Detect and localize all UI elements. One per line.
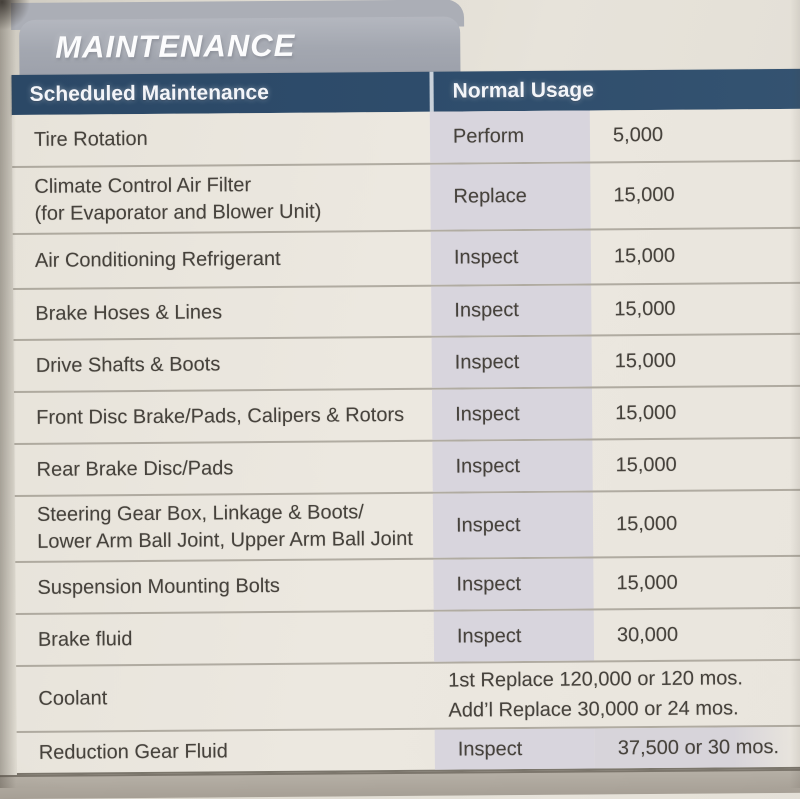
action-label: Inspect	[431, 336, 592, 388]
interval-value: 15,000	[615, 512, 678, 535]
action-label: Inspect	[434, 728, 595, 770]
table-row: Tire Rotation Perform 5,000	[11, 108, 800, 169]
interval-value: 15,000	[615, 453, 677, 476]
photo-bottom-band	[0, 768, 800, 799]
action-label: Inspect	[433, 610, 595, 662]
maintenance-item-label: Air Conditioning Refrigerant	[34, 247, 281, 272]
table-row-coolant: Coolant 1st Replace 120,000 or 120 mos. …	[16, 660, 800, 734]
maintenance-item-label: Tire Rotation	[33, 127, 148, 151]
table-row: Brake fluid Inspect 30,000	[15, 608, 800, 668]
table-row: Reduction Gear Fluid Inspect 37,500 or 3…	[17, 726, 800, 773]
interval-value: 30,000	[616, 623, 679, 646]
maintenance-item-label: Rear Brake Disc/Pads	[36, 456, 234, 481]
column-header-normal-usage: Normal Usage	[429, 68, 800, 112]
action-label: Inspect	[432, 492, 594, 558]
interval-value: 15,000	[613, 183, 675, 207]
interval-value: 15,000	[614, 297, 676, 321]
action-label: Inspect	[431, 285, 592, 336]
maintenance-item-label: Front Disc Brake/Pads, Calipers & Rotors	[36, 403, 405, 429]
interval-value: 15,000	[613, 244, 676, 268]
table-row: Air Conditioning Refrigerant Inspect 15,…	[12, 228, 800, 291]
interval-value: 1st Replace 120,000 or 120 mos. Add’l Re…	[448, 667, 743, 722]
maintenance-item-label: Brake fluid	[37, 627, 133, 651]
table-row: Front Disc Brake/Pads, Calipers & Rotors…	[13, 386, 800, 446]
action-label: Perform	[429, 110, 591, 163]
table-row: Drive Shafts & Boots Inspect 15,000	[13, 334, 800, 394]
maintenance-table: Tire Rotation Perform 5,000 Climate Cont…	[11, 108, 800, 776]
maintenance-section-tab: MAINTENANCE	[19, 16, 461, 76]
maintenance-item-label: Drive Shafts & Boots	[35, 352, 221, 377]
action-label: Inspect	[431, 388, 593, 440]
action-label: Inspect	[432, 440, 593, 492]
maintenance-item-label: Brake Hoses & Lines	[35, 301, 223, 325]
interval-value: 15,000	[615, 401, 677, 424]
section-title: MAINTENANCE	[55, 27, 296, 65]
maintenance-item-label: Reduction Gear Fluid	[38, 739, 228, 764]
table-row: Steering Gear Box, Linkage & Boots/ Lowe…	[14, 490, 800, 564]
column-header-scheduled-maintenance: Scheduled Maintenance	[29, 81, 269, 106]
action-label: Replace	[430, 163, 591, 230]
table-row: Rear Brake Disc/Pads Inspect 15,000	[14, 438, 800, 498]
action-label: Inspect	[433, 558, 594, 610]
action-label: Inspect	[430, 230, 592, 285]
table-row: Climate Control Air Filter (for Evaporat…	[12, 161, 800, 236]
maintenance-item-label: Steering Gear Box, Linkage & Boots/ Lowe…	[36, 501, 413, 553]
table-header-row: Scheduled Maintenance Normal Usage	[11, 68, 800, 116]
interval-value: 5,000	[612, 123, 664, 147]
maintenance-item-label: Climate Control Air Filter (for Evaporat…	[34, 173, 322, 225]
maintenance-item-label: Coolant	[38, 686, 108, 710]
table-row: Brake Hoses & Lines Inspect 15,000	[13, 283, 800, 342]
interval-value: 15,000	[616, 571, 678, 594]
interval-value: 37,500 or 30 mos.	[594, 726, 800, 769]
maintenance-item-label: Suspension Mounting Bolts	[37, 574, 280, 599]
interval-value: 15,000	[614, 349, 677, 372]
table-row: Suspension Mounting Bolts Inspect 15,000	[15, 556, 800, 616]
